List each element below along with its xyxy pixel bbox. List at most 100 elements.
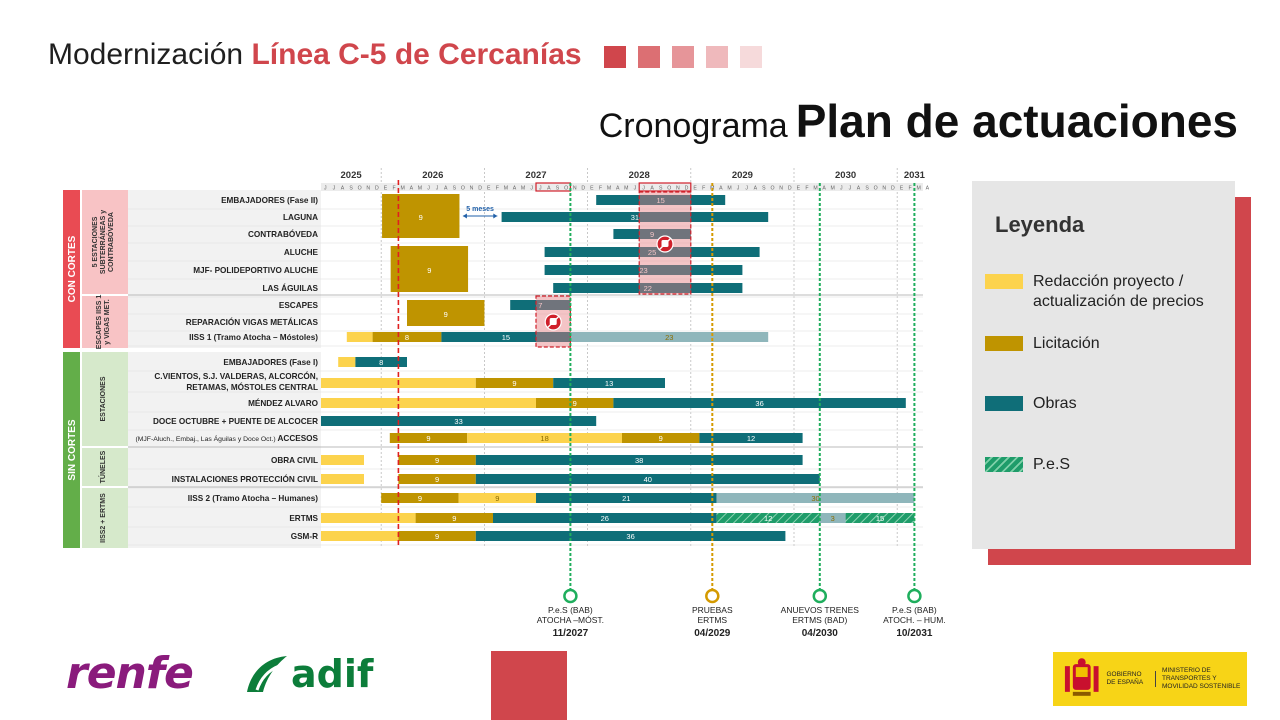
year-label: 2030 [835, 170, 856, 181]
month-label: J [840, 186, 843, 192]
month-label: J [333, 186, 336, 192]
subgroup-label: SUBTERRÁNEAS y [98, 210, 107, 274]
header-square-4 [706, 46, 728, 68]
gantt-bar-licitacion [398, 474, 476, 484]
gantt-bar-licitacion [382, 194, 460, 238]
month-label: F [496, 186, 499, 192]
bar-value-label: 9 [418, 494, 422, 503]
month-label: F [909, 186, 912, 192]
month-label: F [599, 186, 602, 192]
page-title: Modernización Línea C-5 de Cercanías [48, 38, 582, 72]
month-label: O [564, 186, 568, 192]
legend-item: Redacción proyecto / actualización de pr… [985, 272, 1233, 312]
month-label: J [436, 186, 439, 192]
bar-value-label: 8 [379, 358, 383, 367]
gantt-bar-obras [475, 474, 820, 484]
milestone-date: 04/2029 [694, 628, 731, 639]
subgroup-label: ESTACIONES [100, 376, 107, 421]
bar-value-label: 9 [512, 379, 516, 388]
month-label: M [917, 186, 921, 192]
header-square-3 [672, 46, 694, 68]
sub-band [82, 352, 128, 446]
month-label: S [453, 186, 457, 192]
con-cortes-band [63, 190, 80, 348]
gantt-bar-obras [493, 513, 717, 523]
month-label: O [770, 186, 774, 192]
month-label: A [341, 186, 345, 192]
bar-value-label: 9 [573, 399, 577, 408]
gantt-bar-redaccion [321, 474, 364, 484]
month-label: J [634, 186, 637, 192]
subgroup-label: IISS2 + ERTMS [100, 493, 107, 543]
renfe-logo: renfe [66, 648, 194, 699]
train-icon-slash [546, 315, 560, 329]
month-label: M [813, 186, 817, 192]
row-label: ERTMS [289, 514, 318, 523]
gantt-bar-pes [845, 513, 915, 523]
gantt-bar-obras [321, 416, 597, 426]
sub-band [82, 488, 128, 548]
month-label: A [822, 186, 826, 192]
sub-band [82, 190, 128, 294]
month-label: M [727, 186, 731, 192]
month-label: D [685, 186, 689, 192]
gantt-bar-licitacion [398, 531, 476, 541]
year-label: 2028 [629, 170, 650, 181]
sub-band [82, 448, 128, 486]
gantt-bar-licitacion [407, 300, 485, 326]
gantt-bar-licitacion [415, 513, 493, 523]
arrow-head-left [462, 213, 467, 219]
bar-value-label: 31 [631, 213, 639, 222]
five-months-label: 5 meses [466, 206, 494, 213]
months-strip [321, 183, 923, 191]
month-label: A [410, 186, 414, 192]
gantt-bar-pes [716, 513, 820, 523]
month-label: M [504, 186, 508, 192]
month-label: E [900, 186, 904, 192]
subtitle-light: Cronograma [598, 107, 788, 145]
milestone-sublabel: ATOCH. – HUM. [883, 615, 946, 625]
cut-window-header [638, 182, 692, 192]
year-label: 2025 [341, 170, 363, 181]
gantt-bar-redaccion [458, 493, 536, 503]
bar-value-label: 9 [452, 514, 456, 523]
subtitle-bold: Plan de actuaciones [795, 95, 1238, 147]
bar-value-label: 9 [495, 494, 499, 503]
adif-leaf-icon [247, 656, 287, 692]
month-label: S [762, 186, 766, 192]
bar-value-label: 9 [444, 310, 448, 319]
subgroup-label: TÚNELES [98, 450, 107, 483]
government-logo: GOBIERNO DE ESPAÑA MINISTERIO DE TRANSPO… [1053, 652, 1247, 706]
footer-accent-bar [491, 651, 567, 720]
milestone-label: P.e.S (BAB) [548, 605, 593, 615]
month-label: D [581, 186, 585, 192]
ministry-text: MINISTERIO DE TRANSPORTES Y MOVILIDAD SO… [1161, 667, 1241, 690]
month-label: A [650, 186, 654, 192]
gantt-bar-obras_light [819, 513, 846, 523]
spain-coat-of-arms-icon [1064, 658, 1099, 696]
milestone-sublabel: ERTMS [697, 615, 727, 625]
gantt-bar-obras [441, 332, 571, 342]
adif-logo: adif [243, 652, 373, 696]
bar-value-label: 7 [538, 301, 542, 310]
month-label: O [667, 186, 671, 192]
month-label: A [857, 186, 861, 192]
subgroup-label: 5 ESTACIONES [92, 216, 99, 267]
gantt-bar-licitacion [389, 433, 468, 443]
group-label: SIN CORTES [67, 419, 78, 480]
month-label: S [556, 186, 560, 192]
row-label: ALUCHE [284, 248, 319, 257]
gantt-bar-obras [355, 357, 407, 367]
gantt-bar-redaccion [346, 332, 373, 342]
gantt-bar-obras [553, 378, 665, 388]
month-label: J [745, 186, 748, 192]
title-accent: Línea C-5 de Cercanías [251, 38, 582, 71]
bar-value-label: 15 [502, 333, 510, 342]
bar-value-label: 12 [747, 434, 755, 443]
bar-value-label: 9 [435, 532, 439, 541]
row-label: CONTRABÓVEDA [248, 228, 318, 239]
year-label: 2026 [422, 170, 443, 181]
adif-wordmark: adif [291, 652, 374, 696]
bar-value-label: 12 [764, 514, 772, 523]
